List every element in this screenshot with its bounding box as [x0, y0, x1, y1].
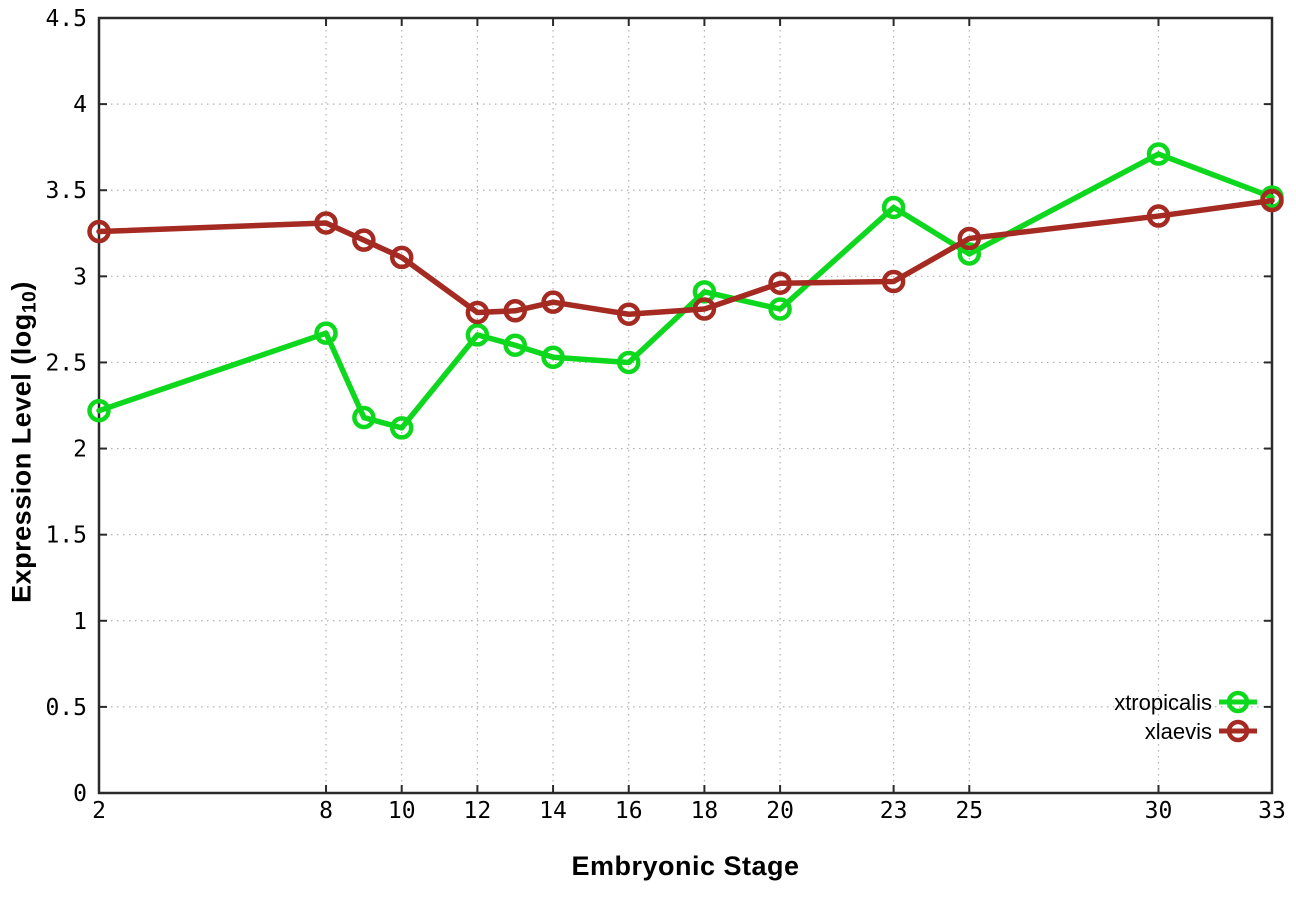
data-point-xtropicalis [1146, 142, 1171, 166]
data-point-xtropicalis [768, 297, 792, 321]
y-tick-label: 3 [73, 264, 87, 290]
data-point-xlaevis [1260, 188, 1284, 213]
series-line-xtropicalis [96, 151, 1275, 431]
series-xlaevis [87, 188, 1284, 326]
data-point-xtropicalis [352, 405, 376, 430]
data-point-xlaevis [352, 228, 376, 252]
data-point-xtropicalis [957, 242, 982, 266]
legend-marker-circle-xtropicalis [1226, 690, 1250, 714]
data-point-xtropicalis [314, 321, 338, 345]
x-tick-label: 20 [766, 798, 794, 824]
data-point-xtropicalis [465, 323, 490, 347]
data-point-xtropicalis [541, 345, 565, 370]
y-tick-label: 2 [73, 437, 87, 463]
x-tick-label: 18 [691, 798, 719, 824]
plot-border [97, 16, 1274, 795]
data-point-xlaevis [957, 226, 982, 251]
data-point-xtropicalis [881, 195, 906, 220]
grid-lines [99, 18, 1272, 793]
y-tick-label: 4.5 [45, 6, 87, 32]
x-tick-label: 8 [319, 798, 333, 824]
data-point-xtropicalis [503, 333, 527, 357]
data-point-xlaevis [616, 302, 641, 326]
legend-label-xtropicalis: xtropicalis [1114, 690, 1212, 715]
y-tick-label: 2.5 [45, 350, 87, 376]
data-point-xlaevis [314, 211, 338, 235]
y-axis-title-subscript: 10 [18, 290, 41, 314]
x-tick-label: 14 [539, 798, 567, 824]
legend-item-xtropicalis: xtropicalis [1114, 690, 1257, 715]
y-tick-label: 1 [73, 609, 87, 635]
data-point-xlaevis [881, 269, 906, 294]
x-tick-label: 23 [880, 798, 908, 824]
x-tick-label: 2 [92, 798, 106, 824]
data-point-xtropicalis [616, 350, 641, 375]
tick-marks [98, 17, 1273, 794]
legend-marker-circle-xlaevis [1226, 719, 1250, 743]
x-axis-title-text: Embryonic Stage [571, 851, 800, 881]
data-point-xlaevis [389, 245, 414, 270]
x-tick-label: 25 [955, 798, 983, 824]
y-axis-title: Expression Level (log10) [6, 281, 41, 603]
data-point-xlaevis [768, 271, 792, 295]
y-tick-label: 0.5 [45, 695, 87, 721]
y-tick-label: 3.5 [45, 178, 87, 204]
y-axis-title-text: Expression Level (log [6, 313, 37, 603]
x-tick-label: 10 [388, 798, 416, 824]
x-tick-label: 30 [1145, 798, 1173, 824]
data-point-xlaevis [1146, 204, 1171, 228]
data-point-xlaevis [692, 297, 717, 321]
data-point-xlaevis [87, 219, 111, 244]
legend-label-xlaevis: xlaevis [1145, 719, 1212, 744]
legend: xtropicalis xlaevis [1114, 690, 1257, 744]
y-tick-label: 0 [73, 781, 87, 807]
x-tick-label: 16 [615, 798, 643, 824]
x-tick-label: 33 [1258, 798, 1286, 824]
tick-labels: 0 0.5 1 1.5 2 2.5 3 3.5 4 4.5 2 8 10 12 14 16 18 20 23 25 30… [45, 6, 1285, 824]
y-tick-label: 1.5 [45, 523, 87, 549]
data-point-xtropicalis [87, 398, 111, 423]
data-point-xtropicalis [389, 416, 414, 440]
x-axis-title: Embryonic Stage [99, 851, 1272, 882]
series-xtropicalis [87, 142, 1284, 440]
x-tick-label: 12 [464, 798, 492, 824]
y-axis-title-suffix: ) [6, 281, 37, 291]
series-line-xlaevis [96, 197, 1275, 317]
data-point-xlaevis [503, 299, 527, 323]
data-point-xlaevis [541, 290, 565, 314]
data-point-xlaevis [465, 300, 490, 325]
y-tick-label: 4 [73, 92, 87, 118]
legend-item-xlaevis: xlaevis [1145, 719, 1257, 744]
